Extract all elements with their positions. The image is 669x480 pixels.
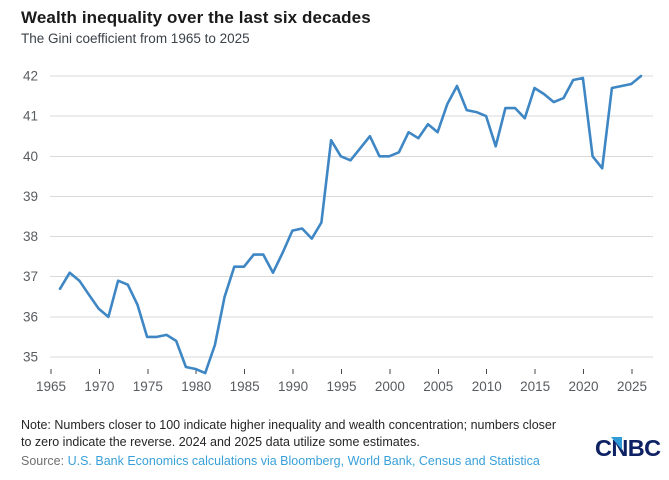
x-axis-label: 2005 xyxy=(423,379,453,394)
gini-line-chart: 35 36 37 38 39 40 41 42 1965 1970 1975 1980 1985 1990… xyxy=(23,69,653,394)
y-axis-label: 39 xyxy=(23,189,38,204)
logo-letters-bc: BC xyxy=(627,435,661,461)
cnbc-peacock-triangle-icon xyxy=(611,437,622,450)
x-axis-label: 1970 xyxy=(84,379,114,394)
y-axis-label: 35 xyxy=(23,350,38,365)
logo-letter-c1: C xyxy=(595,435,612,461)
x-axis-label: 1990 xyxy=(278,379,308,394)
x-axis-label: 2015 xyxy=(520,379,550,394)
y-axis-label: 38 xyxy=(23,229,38,244)
x-axis-label: 2000 xyxy=(375,379,405,394)
x-axis-label: 2010 xyxy=(472,379,502,394)
source-label: Source: xyxy=(21,454,65,468)
x-axis-label: 1985 xyxy=(230,379,260,394)
source-link[interactable]: U.S. Bank Economics calculations via Blo… xyxy=(67,454,540,468)
chart-title: Wealth inequality over the last six deca… xyxy=(21,8,371,27)
note-line-2: to zero indicate the reverse. 2024 and 2… xyxy=(21,434,420,449)
cnbc-logo: CNBC xyxy=(595,435,665,463)
x-axis-label: 2025 xyxy=(617,379,647,394)
x-axis-label: 1995 xyxy=(326,379,356,394)
y-axis-label: 37 xyxy=(23,269,38,284)
x-axis-label: 2020 xyxy=(569,379,599,394)
x-axis-label: 1965 xyxy=(36,379,66,394)
gini-series-line[interactable] xyxy=(58,74,643,375)
chart-note: Note: Numbers closer to 100 indicate hig… xyxy=(21,417,556,450)
chart-source: Source: U.S. Bank Economics calculations… xyxy=(21,454,540,468)
y-axis-label: 40 xyxy=(23,149,38,164)
note-line-1: Note: Numbers closer to 100 indicate hig… xyxy=(21,418,557,432)
x-axis-label: 1980 xyxy=(181,379,211,394)
chart-subtitle: The Gini coefficient from 1965 to 2025 xyxy=(21,31,250,46)
y-axis-label: 36 xyxy=(23,309,38,324)
x-axis-label: 1975 xyxy=(133,379,163,394)
y-axis-label: 41 xyxy=(23,109,38,124)
y-axis-label: 42 xyxy=(23,69,38,84)
